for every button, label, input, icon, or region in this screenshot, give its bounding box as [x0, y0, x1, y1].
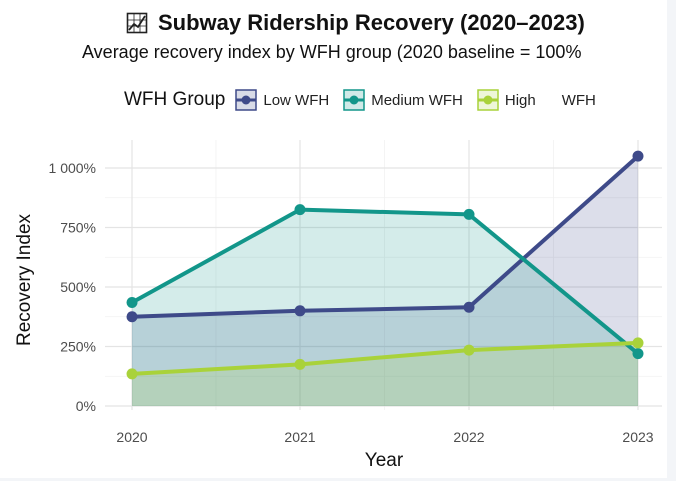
point-medium-wfh-2023: [632, 348, 644, 360]
y-axis-title: Recovery Index: [14, 214, 35, 347]
legend-item-low-wfh: Low WFH: [235, 89, 329, 111]
legend-label-high-wfh: High: [504, 91, 536, 109]
area-high: [132, 342, 638, 406]
y-tick-label: 1 000%: [49, 160, 96, 176]
line-high: [131, 340, 639, 376]
legend-label-high-wfh-suffix: WFH: [561, 91, 596, 109]
point-low-wfh-2023: [632, 150, 644, 162]
x-axis-title: Year: [365, 450, 404, 471]
y-tick-label: 500%: [60, 279, 96, 295]
x-tick-label: 2023: [622, 429, 653, 445]
point-low-wfh-2020: [126, 311, 138, 323]
point-low-wfh-2021: [294, 305, 306, 317]
y-tick-label: 250%: [60, 339, 96, 355]
y-tick-label: 750%: [60, 220, 96, 236]
legend-key-high-wfh: [477, 89, 499, 111]
point-high-2020: [126, 368, 138, 380]
chart-title: Subway Ridership Recovery (2020–2023): [158, 10, 585, 35]
point-low-wfh-2022: [463, 301, 475, 313]
point-medium-wfh-2021: [294, 204, 306, 216]
point-high-2021: [294, 358, 306, 370]
legend: WFH Group Low WFH Medium WFH High WFH: [124, 88, 610, 112]
y-tick-label: 0%: [76, 398, 96, 414]
area-low-wfh: [132, 156, 638, 406]
line-low-wfh: [131, 154, 640, 319]
point-medium-wfh-2020: [126, 296, 138, 308]
x-tick-label: 2020: [116, 429, 147, 445]
point-high-2022: [463, 344, 475, 356]
legend-item-high-wfh: High WFH: [477, 89, 596, 111]
line-medium-wfh: [131, 207, 640, 356]
x-tick-label: 2022: [453, 429, 484, 445]
legend-title: WFH Group: [124, 89, 226, 110]
legend-item-medium-wfh: Medium WFH: [343, 89, 463, 111]
legend-key-low-wfh: [235, 89, 258, 111]
legend-label-medium-wfh: Medium WFH: [371, 91, 463, 109]
line-chart-icon: [126, 12, 148, 34]
x-tick-label: 2021: [284, 429, 315, 445]
legend-key-medium-wfh: [343, 89, 365, 111]
chart-subtitle: Average recovery index by WFH group (202…: [82, 42, 582, 62]
legend-label-low-wfh: Low WFH: [263, 91, 330, 109]
point-medium-wfh-2022: [463, 208, 475, 220]
point-high-2023: [632, 337, 644, 349]
title-row: Subway Ridership Recovery (2020–2023): [126, 8, 585, 38]
